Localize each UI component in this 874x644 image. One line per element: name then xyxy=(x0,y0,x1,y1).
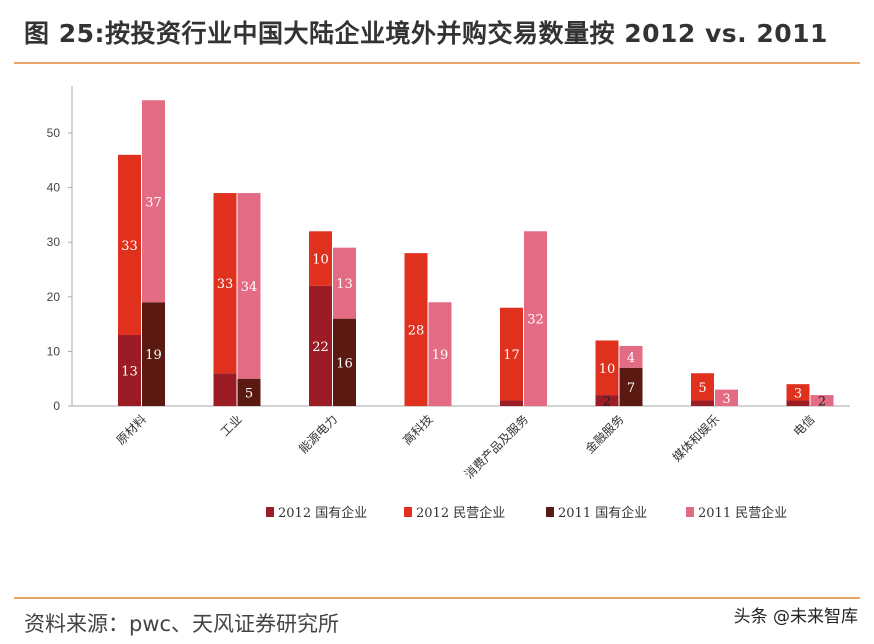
data-label: 32 xyxy=(527,313,544,328)
data-label: 3 xyxy=(722,392,730,407)
y-tick-label: 0 xyxy=(53,399,60,413)
bar-segment xyxy=(691,400,714,406)
bar-segment xyxy=(595,395,619,406)
data-label: 3 xyxy=(794,386,802,401)
legend-label: 2011 民营企业 xyxy=(698,505,787,521)
watermark: 头条 @未来智库 xyxy=(733,607,858,627)
y-tick-label: 20 xyxy=(47,290,61,304)
bar-segment xyxy=(309,285,332,406)
bar-segment xyxy=(810,395,834,406)
bar-segment xyxy=(500,307,523,401)
legend-swatch xyxy=(546,507,554,517)
category-label: 消费产品及服务 xyxy=(461,412,531,482)
bar-segment xyxy=(333,247,356,319)
bar-segment xyxy=(619,367,643,406)
data-label: 22 xyxy=(312,340,329,355)
legend-label: 2012 民营企业 xyxy=(416,505,505,521)
bar-segment xyxy=(500,400,523,406)
bar-segment xyxy=(237,193,261,379)
bar-segment xyxy=(213,373,237,406)
top-divider xyxy=(14,62,860,64)
y-tick-label: 40 xyxy=(47,181,61,195)
category-label: 原材料 xyxy=(114,412,149,447)
chart-bars xyxy=(118,100,834,406)
legend-swatch xyxy=(404,507,412,517)
bar-segment xyxy=(333,318,356,406)
data-label: 7 xyxy=(627,381,635,396)
data-label: 37 xyxy=(145,195,162,210)
data-label: 10 xyxy=(599,362,616,377)
bar-segment xyxy=(786,384,810,401)
category-label: 媒体和娱乐 xyxy=(670,412,722,464)
data-label: 34 xyxy=(241,280,258,295)
category-label: 电信 xyxy=(791,412,818,439)
legend-label: 2012 国有企业 xyxy=(278,505,367,521)
data-label: 33 xyxy=(121,239,138,254)
legend-label: 2011 国有企业 xyxy=(558,505,647,521)
data-label: 17 xyxy=(503,348,520,363)
source-note: 资料来源：pwc、天风证券研究所 xyxy=(24,612,340,636)
chart-legend: 2012 国有企业 2012 民营企业 2011 国有企业 2011 民营企业 xyxy=(266,505,787,521)
data-label: 19 xyxy=(432,348,449,363)
category-label: 金融服务 xyxy=(582,412,627,457)
chart-category-labels: 原材料 工业 能源电力 高科技 消费产品及服务 金融服务 媒体和娱乐 电信 xyxy=(114,412,818,482)
bar-segment xyxy=(118,154,141,336)
data-label: 28 xyxy=(408,324,425,339)
data-label: 33 xyxy=(217,277,234,292)
bar-segment xyxy=(786,400,810,406)
data-label: 13 xyxy=(336,277,353,292)
bar-segment xyxy=(715,389,738,406)
legend-swatch xyxy=(266,507,274,517)
bar-segment xyxy=(213,193,237,374)
y-tick-label: 10 xyxy=(47,344,61,358)
category-label: 高科技 xyxy=(400,412,436,448)
data-label: 4 xyxy=(627,351,635,366)
category-label: 工业 xyxy=(218,412,245,439)
data-label: 2 xyxy=(603,395,611,410)
y-tick-label: 30 xyxy=(47,235,61,249)
data-label: 5 xyxy=(245,386,253,401)
chart-title: 图 25:按投资行业中国大陆企业境外并购交易数量按 2012 vs. 2011 xyxy=(24,19,828,48)
bar-segment xyxy=(428,302,452,406)
bar-segment xyxy=(595,340,619,396)
bar-segment xyxy=(524,231,547,406)
bar-segment xyxy=(691,373,714,401)
data-label: 16 xyxy=(336,356,353,371)
bar-segment xyxy=(404,253,428,406)
data-label: 13 xyxy=(121,365,138,380)
data-label: 19 xyxy=(145,348,162,363)
legend-swatch xyxy=(686,507,694,517)
bar-segment xyxy=(142,302,165,406)
bottom-divider xyxy=(14,597,860,599)
bar-segment xyxy=(309,231,332,286)
bar-segment xyxy=(142,100,165,303)
y-tick-label: 50 xyxy=(47,126,61,140)
category-label: 能源电力 xyxy=(296,412,340,456)
data-label: 5 xyxy=(698,381,706,396)
data-label: 2 xyxy=(818,395,826,410)
bar-segment xyxy=(237,378,261,406)
bar-segment xyxy=(118,335,141,406)
data-label: 10 xyxy=(312,253,329,268)
bar-segment xyxy=(619,345,643,368)
